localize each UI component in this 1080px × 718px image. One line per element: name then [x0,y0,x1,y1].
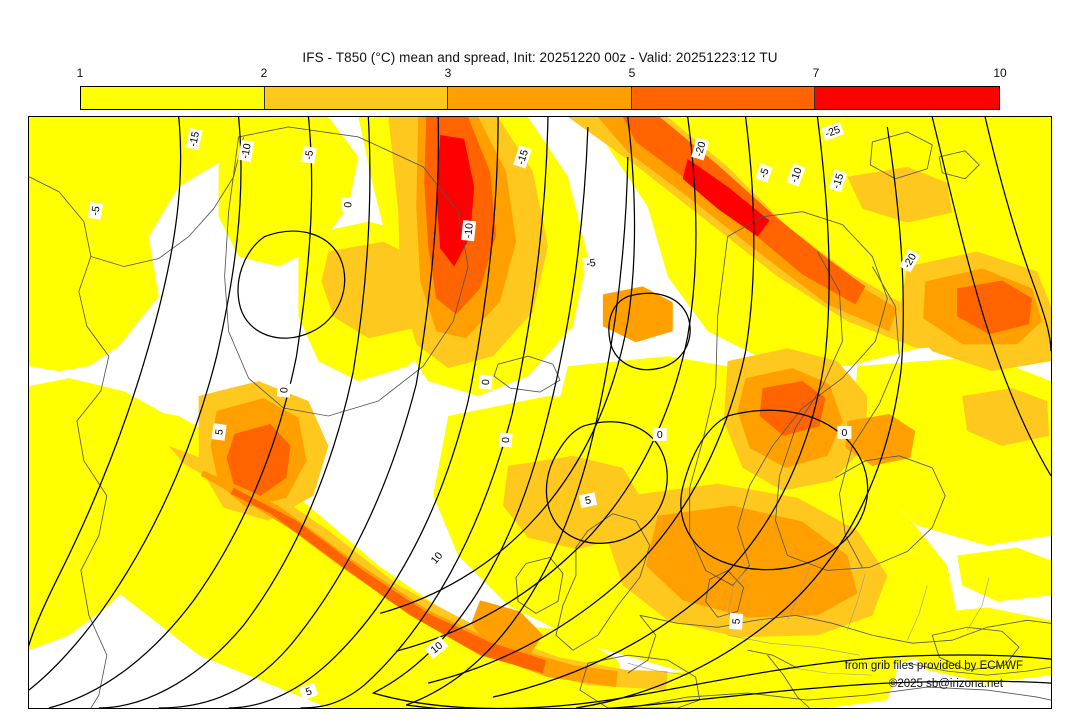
data-source-credit: from grib files provided by ECMWF [844,660,1023,672]
svg-text:-10: -10 [789,166,805,184]
contour-label: 0 [837,425,852,439]
contour-label: -20 [691,137,710,161]
colorbar-tick-1: 1 [76,66,84,80]
svg-text:5: 5 [214,428,226,435]
svg-text:0: 0 [841,428,847,439]
isotherm-contours [29,117,1051,708]
svg-text:0: 0 [343,201,354,208]
coastlines [29,126,1051,708]
colorbar-segment-2-3 [264,87,449,109]
colorbar-segment-7-10 [815,87,999,109]
svg-text:-5: -5 [304,150,316,161]
colorbar-segment-3-5 [448,87,632,109]
svg-text:-5: -5 [586,258,597,270]
contour-label: 0 [276,382,292,398]
contour-label: 0 [498,432,513,448]
colorbar-segment-1-2 [81,87,265,109]
contour-label: 5 [578,492,598,509]
contour-label: -25 [821,121,845,141]
svg-text:-15: -15 [188,131,202,148]
contour-label: 0 [340,197,355,213]
colorbar-tick-labels: 1 2 3 5 7 10 [76,66,1007,84]
contour-label: -5 [755,163,773,183]
svg-text:5: 5 [731,618,742,625]
svg-text:-15: -15 [516,148,531,166]
contour-label-group: -15 -10 -5 0 [87,121,921,701]
svg-text:-5: -5 [758,167,772,180]
svg-text:-25: -25 [824,125,842,141]
copyright-credit: ©2025 sb@irizona.net [888,678,1003,690]
colorbar-strip [80,86,1000,110]
colorbar-tick-7: 7 [812,66,820,80]
svg-text:-10: -10 [240,143,254,160]
svg-text:5: 5 [584,495,592,507]
contour-label: -10 [786,163,806,187]
contour-label: 5 [729,612,744,630]
colorbar-tick-2: 2 [260,66,268,80]
contour-label: -15 [828,169,848,193]
svg-text:-15: -15 [831,172,846,190]
svg-text:0: 0 [501,437,512,444]
colorbar-tick-10: 10 [993,66,1007,80]
svg-text:0: 0 [657,430,663,441]
map-graphic: -15 -10 -5 0 [29,117,1051,708]
svg-text:-10: -10 [463,223,476,239]
colorbar-tick-5: 5 [628,66,636,80]
contour-label: -15 [185,127,203,151]
svg-text:-20: -20 [694,140,709,158]
map-canvas[interactable]: -15 -10 -5 0 [28,116,1052,709]
colorbar-tick-3: 3 [444,66,452,80]
contour-label: -5 [582,255,600,271]
colorbar: 1 2 3 5 7 10 [77,66,1007,110]
contour-label: -5 [301,146,317,164]
contour-label: -10 [237,140,255,162]
svg-text:-5: -5 [90,205,102,216]
colorbar-segment-5-7 [631,87,816,109]
page-title: IFS - T850 (°C) mean and spread, Init: 2… [302,50,778,65]
svg-text:5: 5 [304,686,313,698]
contour-label: 0 [652,427,667,441]
svg-text:0: 0 [279,387,291,394]
svg-text:0: 0 [481,379,493,386]
contour-label: 0 [478,374,493,390]
contour-label: -15 [513,145,532,169]
contour-label: 5 [298,682,319,701]
contour-label: -10 [461,220,477,242]
contour-label: -5 [87,201,104,220]
contour-label: 5 [211,423,227,441]
